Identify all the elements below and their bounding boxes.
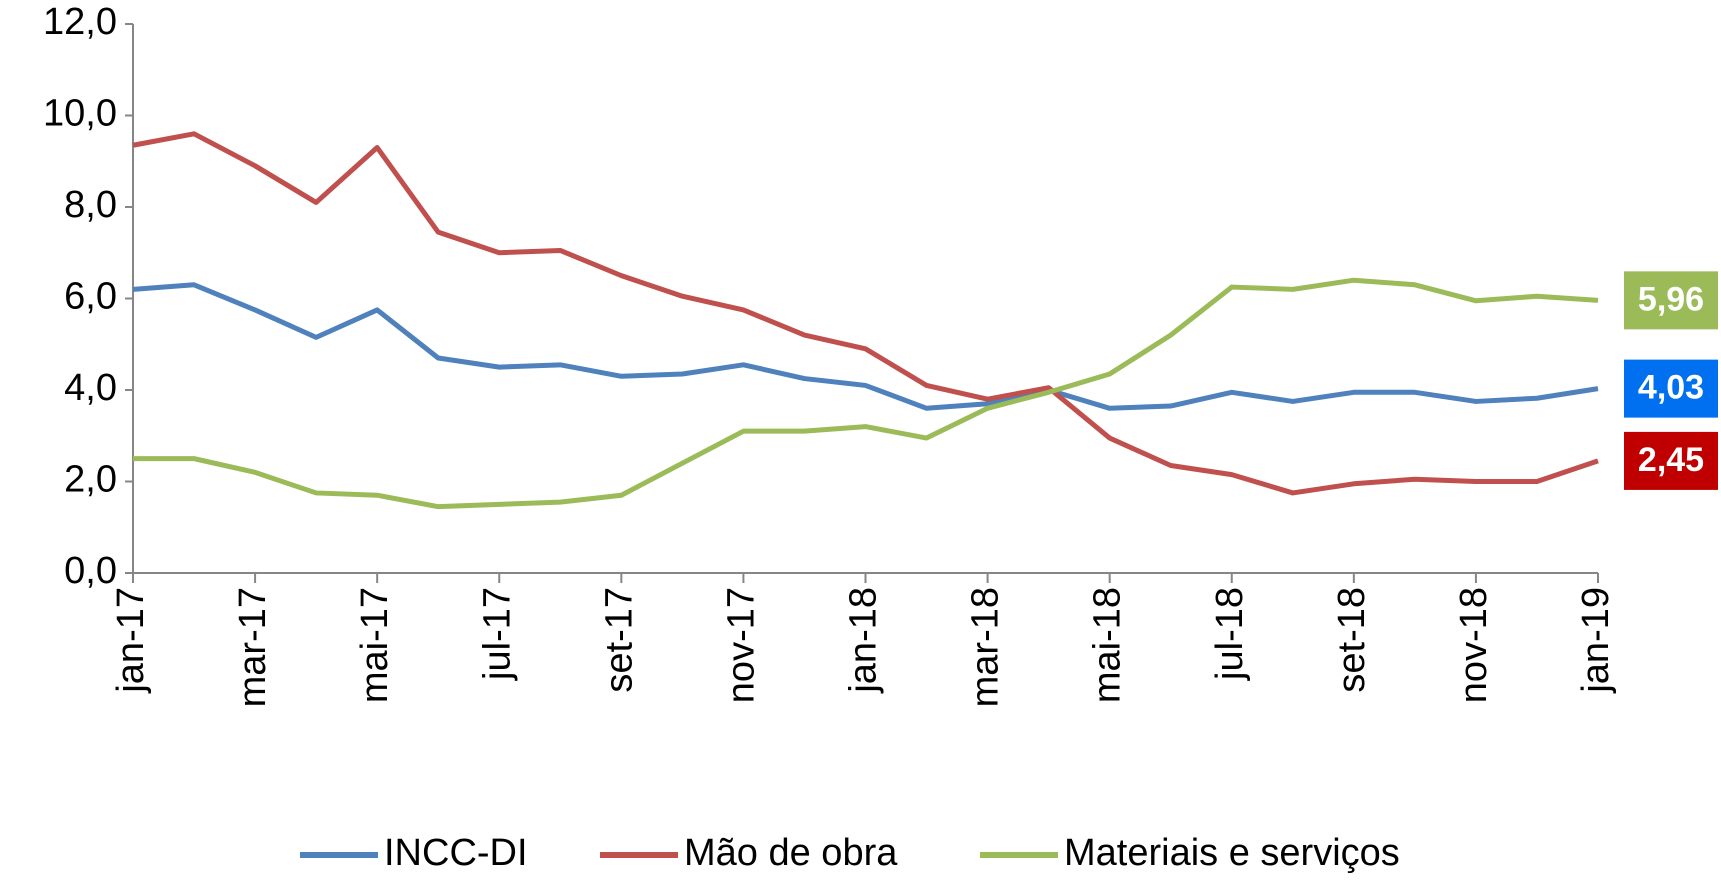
x-tick-label: jul-17 <box>476 587 518 681</box>
legend-label: INCC-DI <box>384 832 528 874</box>
value-label: 2,45 <box>1638 441 1704 479</box>
y-tick-label: 0,0 <box>64 550 117 592</box>
x-tick-label: set-17 <box>598 587 640 693</box>
x-tick-label: set-18 <box>1331 587 1373 693</box>
x-tick-label: mai-18 <box>1087 587 1129 703</box>
x-tick-label: jan-18 <box>843 587 885 694</box>
value-label: 4,03 <box>1638 369 1704 407</box>
legend-label: Materiais e serviços <box>1064 832 1400 874</box>
y-tick-label: 6,0 <box>64 276 117 318</box>
y-tick-label: 10,0 <box>43 93 117 135</box>
x-tick-label: jul-18 <box>1209 587 1251 681</box>
x-tick-label: nov-17 <box>720 587 762 703</box>
y-tick-label: 4,0 <box>64 367 117 409</box>
value-label-box <box>1624 271 1718 330</box>
y-tick-label: 2,0 <box>64 459 117 501</box>
y-tick-label: 8,0 <box>64 184 117 226</box>
series-line <box>132 131 1599 496</box>
x-tick-label: mar-17 <box>232 587 274 707</box>
value-label-box <box>1624 359 1718 418</box>
series-line <box>132 282 1599 411</box>
y-tick-label: 12,0 <box>43 1 117 43</box>
x-tick-label: mai-17 <box>354 587 396 703</box>
x-tick-label: mar-18 <box>965 587 1007 707</box>
x-tick-label: jan-19 <box>1575 587 1617 694</box>
x-tick-label: nov-18 <box>1453 587 1495 703</box>
value-label-box <box>1624 431 1718 490</box>
series-line <box>133 277 1599 510</box>
value-label: 5,96 <box>1638 280 1704 318</box>
legend-label: Mão de obra <box>684 832 898 874</box>
x-tick-label: jan-17 <box>110 587 152 694</box>
